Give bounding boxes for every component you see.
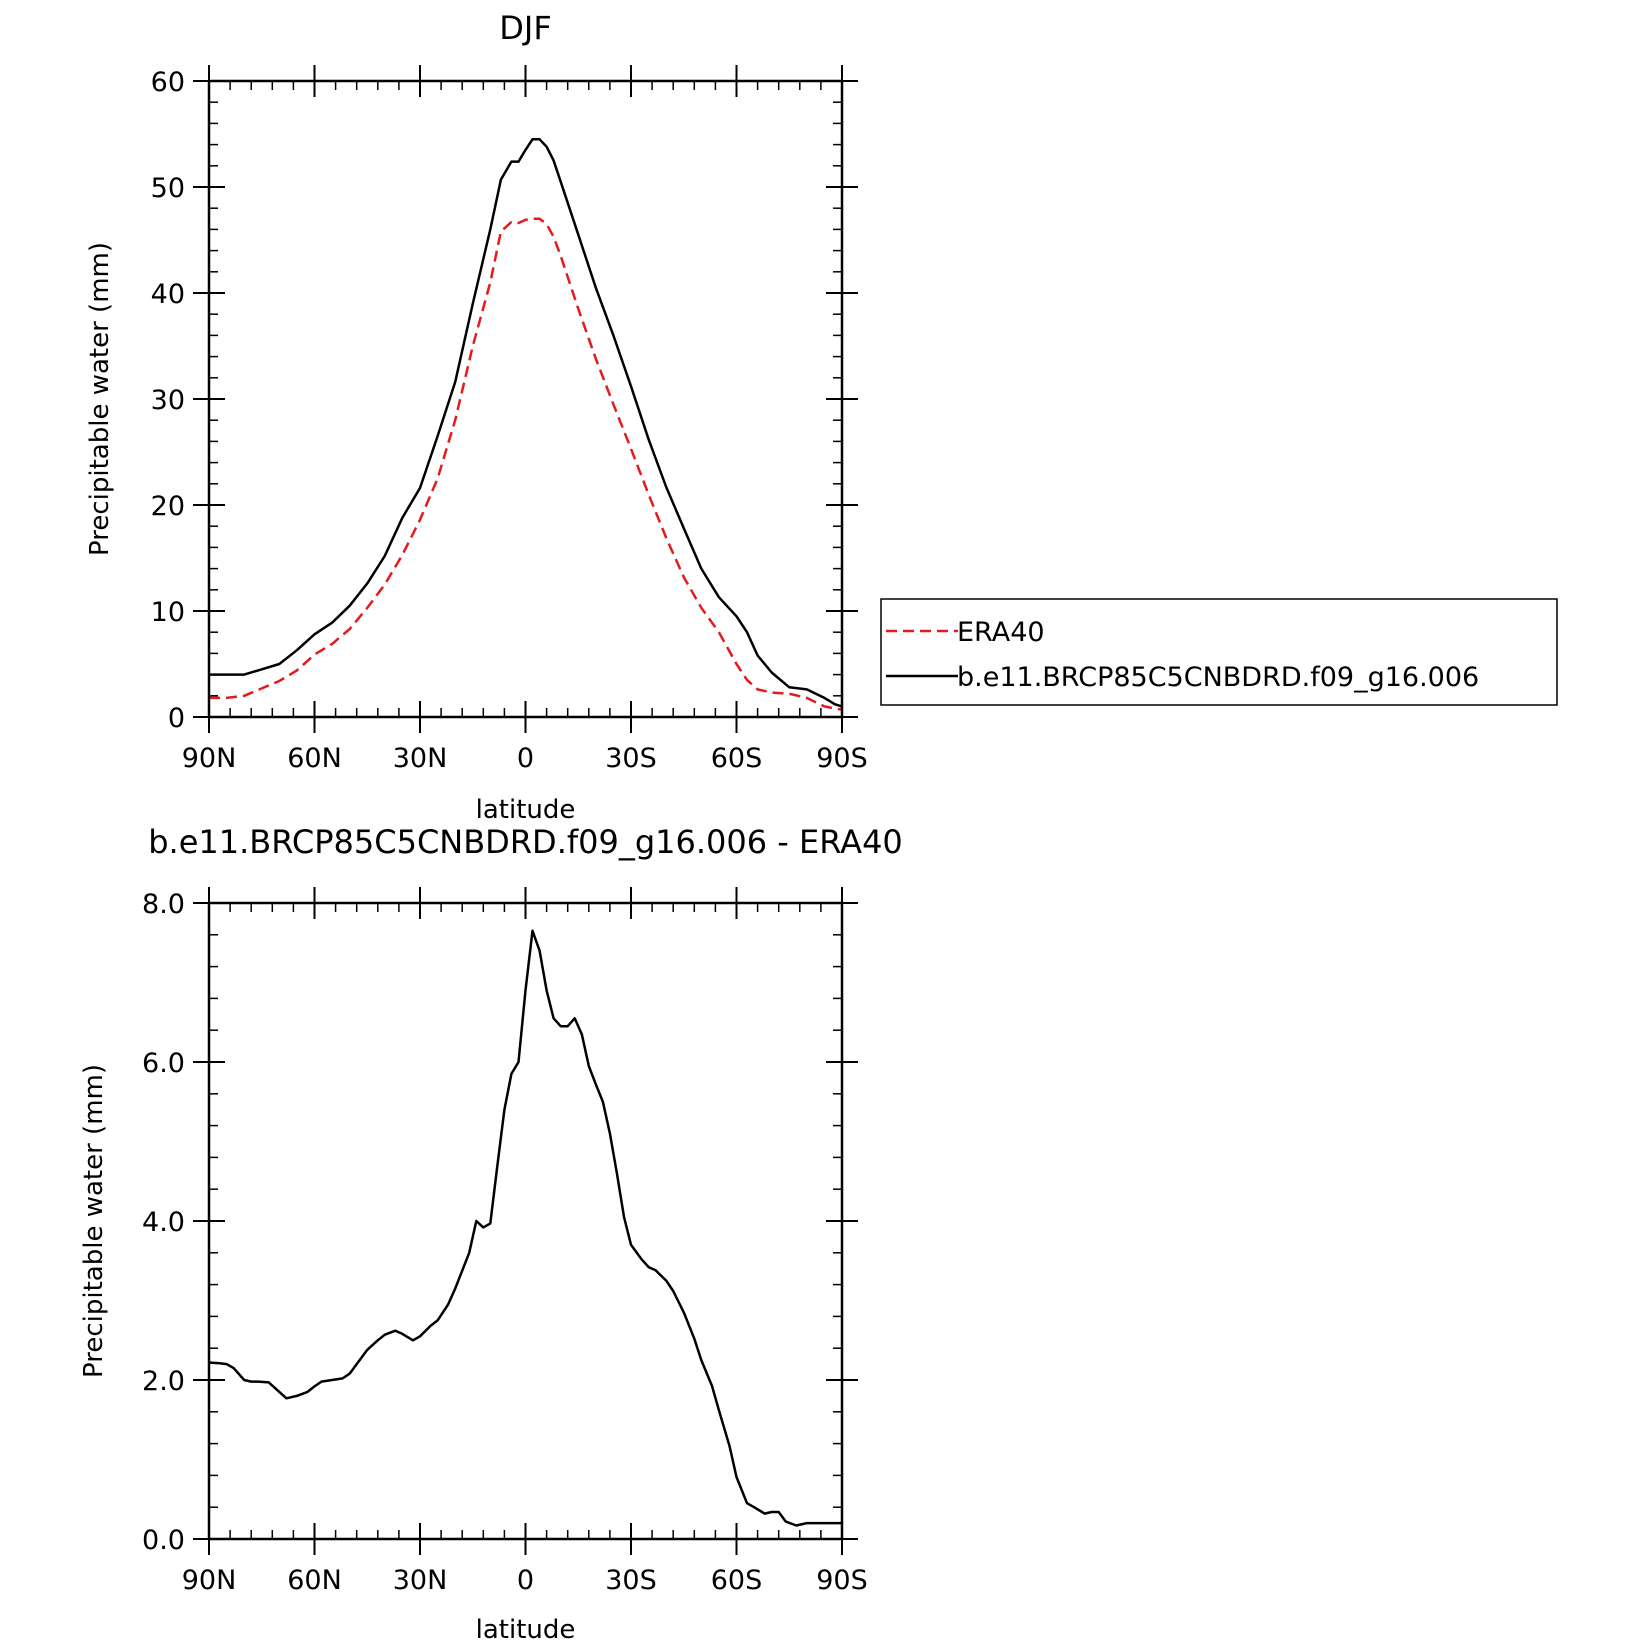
x-tick-label: 0 <box>517 1565 534 1596</box>
bottom-chart-plot-frame <box>207 901 844 1541</box>
x-tick-label: 30N <box>393 1565 448 1596</box>
y-tick-label: 30 <box>151 385 185 416</box>
x-tick-label: 90N <box>182 743 237 774</box>
bottom-chart-difference: b.e11.BRCP85C5CNBDRD.f09_g16.006 - ERA40… <box>79 823 903 1641</box>
y-tick-label: 40 <box>151 279 185 310</box>
y-tick-label: 0 <box>168 703 185 734</box>
series-line-diff-0 <box>208 929 842 1527</box>
y-tick-label: 4.0 <box>142 1207 185 1238</box>
top-chart-series <box>209 138 843 711</box>
bottom-chart-ticks: 0.0 2.0 4.0 6.0 8.0 90N 60N 30N 0 30S 60S 90S <box>142 887 868 1596</box>
x-tick-label: 0 <box>517 743 534 774</box>
x-tick-label: 90N <box>182 1565 237 1596</box>
x-tick-label: 60N <box>287 1565 342 1596</box>
top-chart-plot-frame <box>207 79 844 719</box>
x-tick-label: 30N <box>393 743 448 774</box>
y-tick-label: 2.0 <box>142 1366 185 1397</box>
x-tick-label: 30S <box>605 743 657 774</box>
y-tick-label: 60 <box>151 67 185 98</box>
top-chart-ticks: 0 10 20 30 40 50 60 90N 60N 30N 0 30S 60S 90S <box>151 65 868 774</box>
y-tick-label: 20 <box>151 491 185 522</box>
y-tick-label: 10 <box>151 597 185 628</box>
top-chart-djf: DJF Precipitable water (mm) latitude 0 10… <box>85 9 868 825</box>
x-tick-label: 60N <box>287 743 342 774</box>
legend-box <box>880 598 1558 706</box>
x-tick-label: 60S <box>711 743 763 774</box>
x-tick-label: 90S <box>816 743 868 774</box>
y-tick-label: 6.0 <box>142 1048 185 1079</box>
legend-label-era40: ERA40 <box>957 617 1045 648</box>
x-tick-label: 90S <box>816 1565 868 1596</box>
y-tick-label: 8.0 <box>142 889 185 920</box>
y-tick-label: 0.0 <box>142 1525 185 1556</box>
legend-label-model: b.e11.BRCP85C5CNBDRD.f09_g16.006 <box>957 662 1479 693</box>
bottom-chart-x-axis-label: latitude <box>476 1615 576 1641</box>
top-chart-y-axis-label: Precipitable water (mm) <box>85 242 115 556</box>
bottom-chart-title: b.e11.BRCP85C5CNBDRD.f09_g16.006 - ERA40 <box>148 823 903 861</box>
x-tick-label: 30S <box>605 1565 657 1596</box>
top-chart-x-axis-label: latitude <box>476 795 576 825</box>
top-chart-title: DJF <box>499 9 551 47</box>
top-chart-legend: ERA40 b.e11.BRCP85C5CNBDRD.f09_g16.006 <box>880 598 1558 706</box>
bottom-chart-y-axis-label: Precipitable water (mm) <box>79 1064 109 1378</box>
bottom-chart-series <box>208 929 842 1527</box>
series-line-b-e11-brcp85c5cnbdrd-f09-g16-006 <box>209 138 843 708</box>
y-tick-label: 50 <box>151 173 185 204</box>
x-tick-label: 60S <box>711 1565 763 1596</box>
series-line-era40 <box>209 217 843 711</box>
